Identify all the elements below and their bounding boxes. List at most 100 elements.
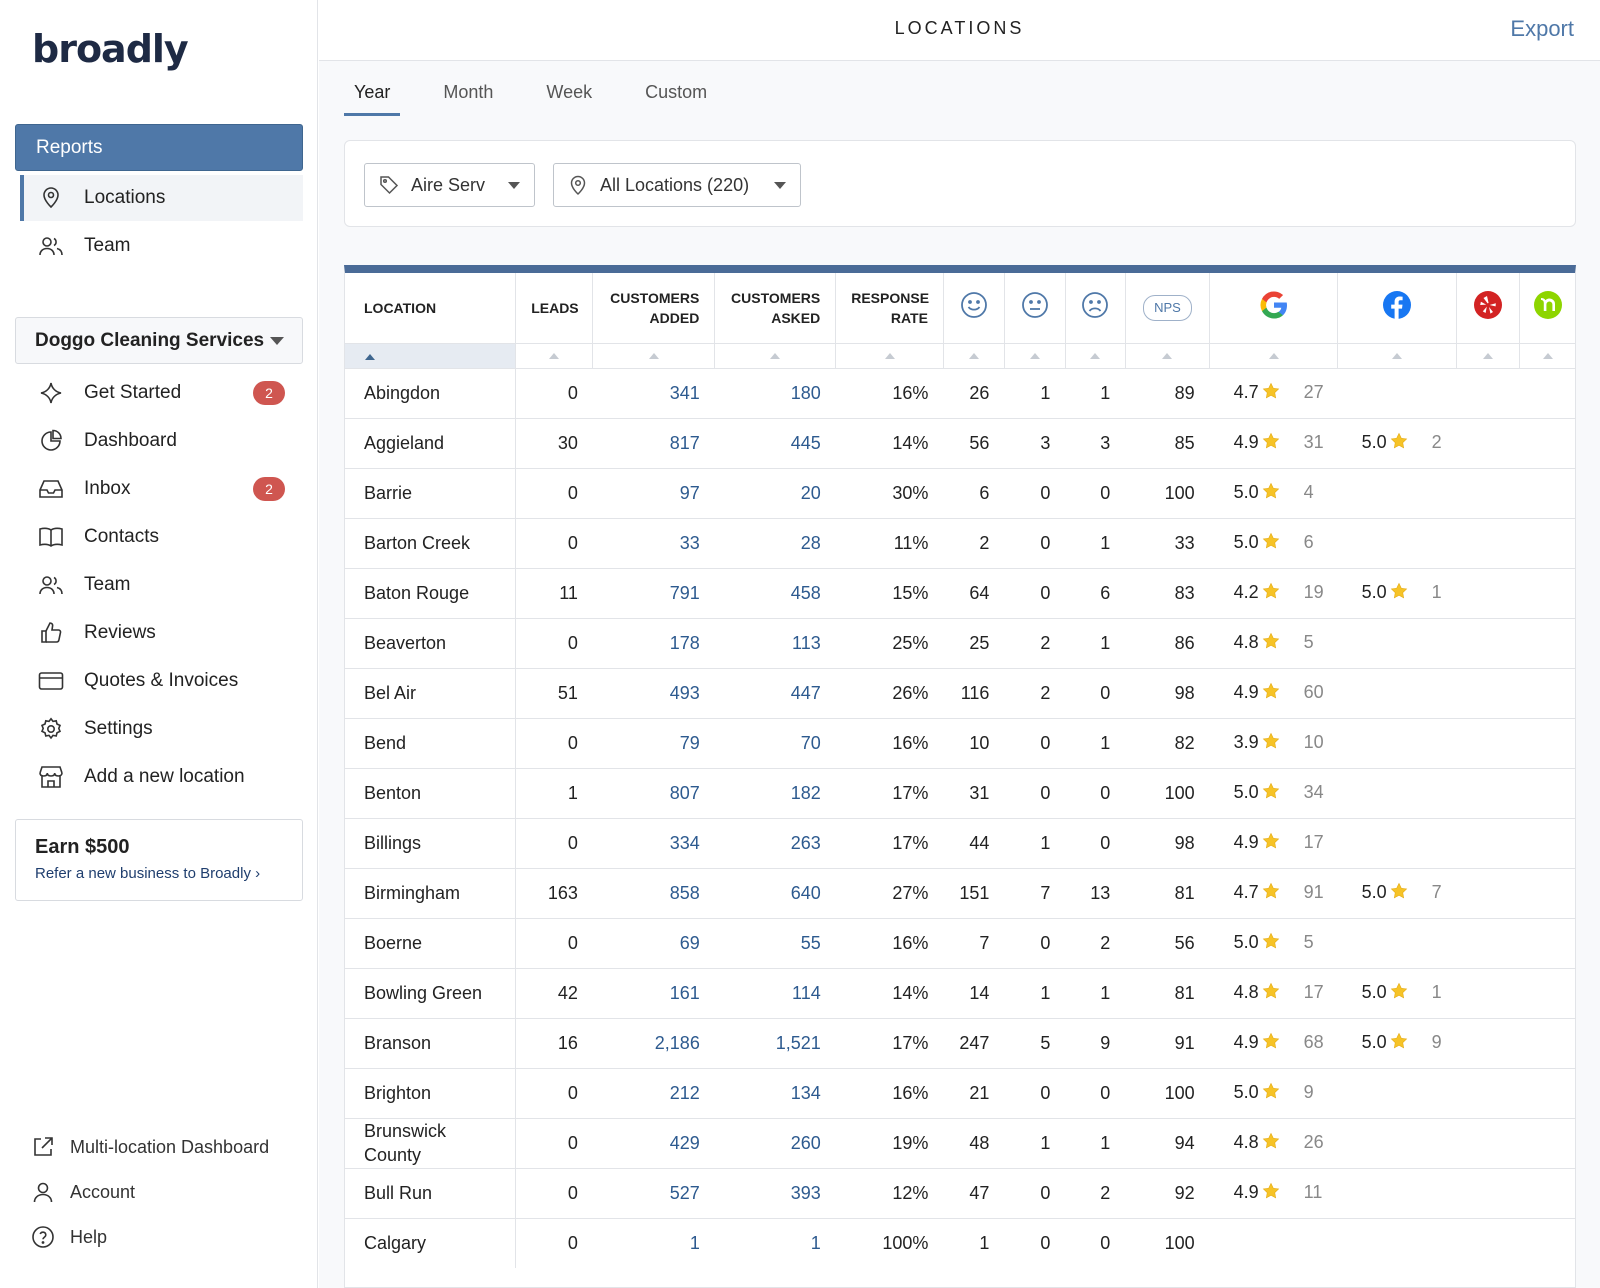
customers-asked-link[interactable]: 458: [714, 567, 836, 618]
column-header-leads[interactable]: LEADS: [515, 273, 594, 343]
column-header-neutral[interactable]: [1004, 273, 1066, 343]
page-title: LOCATIONS: [894, 18, 1025, 38]
export-button[interactable]: Export: [1510, 16, 1574, 41]
leads-cell: 51: [515, 667, 593, 718]
column-header-yelp[interactable]: [1456, 273, 1520, 343]
customers-asked-link[interactable]: 55: [714, 917, 836, 968]
sidebar-item-team[interactable]: Team: [20, 562, 303, 608]
customers-added-link[interactable]: 817: [592, 417, 715, 468]
broadly-logo[interactable]: broadly: [26, 24, 189, 74]
sidebar-item-add-location[interactable]: Add a new location: [20, 754, 303, 800]
location-name-cell: Benton: [345, 767, 517, 818]
customers-asked-link[interactable]: 113: [714, 617, 836, 668]
column-header-google[interactable]: [1209, 273, 1339, 343]
column-header-sad[interactable]: [1065, 273, 1126, 343]
customers-added-link[interactable]: 334: [592, 817, 715, 868]
nps-cell: 33: [1125, 517, 1210, 568]
leads-cell: 11: [515, 567, 593, 618]
column-header-nextdoor[interactable]: [1519, 273, 1575, 343]
sort-sad[interactable]: [1065, 342, 1126, 368]
customers-added-link[interactable]: 493: [592, 667, 715, 718]
referral-link[interactable]: Refer a new business to Broadly ›: [35, 865, 283, 882]
customers-asked-link[interactable]: 182: [714, 767, 836, 818]
customers-asked-link[interactable]: 447: [714, 667, 836, 718]
sort-neutral[interactable]: [1004, 342, 1066, 368]
customers-asked-link[interactable]: 263: [714, 817, 836, 868]
sort-location[interactable]: [345, 342, 517, 368]
sort-icon: [1268, 353, 1279, 360]
customers-asked-link[interactable]: 1: [714, 1217, 836, 1268]
sidebar-item-locations[interactable]: Locations: [20, 175, 303, 221]
tab-custom[interactable]: Custom: [645, 82, 708, 102]
customers-asked-link[interactable]: 134: [714, 1067, 836, 1118]
customers-asked-link[interactable]: 114: [714, 967, 836, 1018]
sort-leads[interactable]: [515, 342, 594, 368]
brand-filter-dropdown[interactable]: Aire Serv: [364, 163, 535, 207]
column-header-facebook[interactable]: [1337, 273, 1457, 343]
customers-added-link[interactable]: 807: [592, 767, 715, 818]
column-header-response-rate[interactable]: RESPONSE RATE: [835, 273, 944, 343]
sidebar-item-label: Dashboard: [84, 430, 177, 451]
account-link[interactable]: Account: [30, 1177, 135, 1207]
column-header-customers-asked[interactable]: CUSTOMERS ASKED: [714, 273, 837, 343]
sidebar-item-inbox[interactable]: Inbox 2: [20, 466, 303, 512]
location-filter-dropdown[interactable]: All Locations (220): [553, 163, 801, 207]
sidebar: broadly Reports Locations Team Doggo Cle…: [0, 0, 318, 1288]
column-header-location[interactable]: LOCATION: [345, 273, 517, 343]
customers-added-link[interactable]: 161: [592, 967, 715, 1018]
sort-response-rate[interactable]: [835, 342, 944, 368]
customers-asked-link[interactable]: 70: [714, 717, 836, 768]
sort-happy[interactable]: [943, 342, 1005, 368]
sort-nps[interactable]: [1125, 342, 1211, 368]
tab-year[interactable]: Year: [344, 78, 401, 116]
customers-asked-link[interactable]: 445: [714, 417, 836, 468]
team-icon: [38, 572, 64, 598]
customers-asked-link[interactable]: 640: [714, 867, 836, 918]
tab-month[interactable]: Month: [443, 82, 494, 102]
customers-added-link[interactable]: 341: [592, 367, 715, 418]
customers-added-link[interactable]: 212: [592, 1067, 715, 1118]
sort-facebook[interactable]: [1337, 342, 1457, 368]
customers-added-link[interactable]: 858: [592, 867, 715, 918]
sidebar-item-quotes-invoices[interactable]: Quotes & Invoices: [20, 658, 303, 704]
help-link[interactable]: Help: [30, 1222, 107, 1252]
customers-asked-link[interactable]: 180: [714, 367, 836, 418]
yelp-rating-cell: [1456, 567, 1520, 618]
facebook-rating-cell: [1337, 917, 1457, 968]
sort-google[interactable]: [1209, 342, 1339, 368]
star-icon: [1262, 832, 1280, 855]
sort-yelp[interactable]: [1456, 342, 1520, 368]
tab-week[interactable]: Week: [546, 82, 593, 102]
customers-added-link[interactable]: 69: [592, 917, 715, 968]
sidebar-item-reviews[interactable]: Reviews: [20, 610, 303, 656]
customers-added-link[interactable]: 79: [592, 717, 715, 768]
sidebar-item-contacts[interactable]: Contacts: [20, 514, 303, 560]
sidebar-item-get-started[interactable]: Get Started 2: [20, 370, 303, 416]
neutral-count-cell: 1: [1004, 367, 1066, 418]
customers-asked-link[interactable]: 1,521: [714, 1017, 836, 1068]
customers-added-link[interactable]: 527: [592, 1167, 715, 1218]
customers-asked-link[interactable]: 393: [714, 1167, 836, 1218]
customers-added-link[interactable]: 33: [592, 517, 715, 568]
column-header-customers-added[interactable]: CUSTOMERS ADDED: [592, 273, 716, 343]
customers-added-link[interactable]: 429: [592, 1117, 715, 1168]
sidebar-item-settings[interactable]: Settings: [20, 706, 303, 752]
column-header-happy[interactable]: [943, 273, 1005, 343]
sort-nextdoor[interactable]: [1519, 342, 1575, 368]
sidebar-item-dashboard[interactable]: Dashboard: [20, 418, 303, 464]
customers-added-link[interactable]: 1: [592, 1217, 715, 1268]
column-header-nps[interactable]: NPS: [1125, 273, 1211, 343]
reports-button[interactable]: Reports: [15, 124, 303, 171]
customers-added-link[interactable]: 178: [592, 617, 715, 668]
customers-asked-link[interactable]: 20: [714, 467, 836, 518]
multi-location-dashboard-link[interactable]: Multi-location Dashboard: [30, 1132, 269, 1162]
customers-added-link[interactable]: 791: [592, 567, 715, 618]
sort-customers-asked[interactable]: [714, 342, 837, 368]
sidebar-item-team-report[interactable]: Team: [20, 223, 303, 269]
sort-customers-added[interactable]: [592, 342, 716, 368]
customers-asked-link[interactable]: 260: [714, 1117, 836, 1168]
customers-asked-link[interactable]: 28: [714, 517, 836, 568]
customers-added-link[interactable]: 97: [592, 467, 715, 518]
customers-added-link[interactable]: 2,186: [592, 1017, 715, 1068]
business-select[interactable]: Doggo Cleaning Services: [15, 317, 303, 364]
